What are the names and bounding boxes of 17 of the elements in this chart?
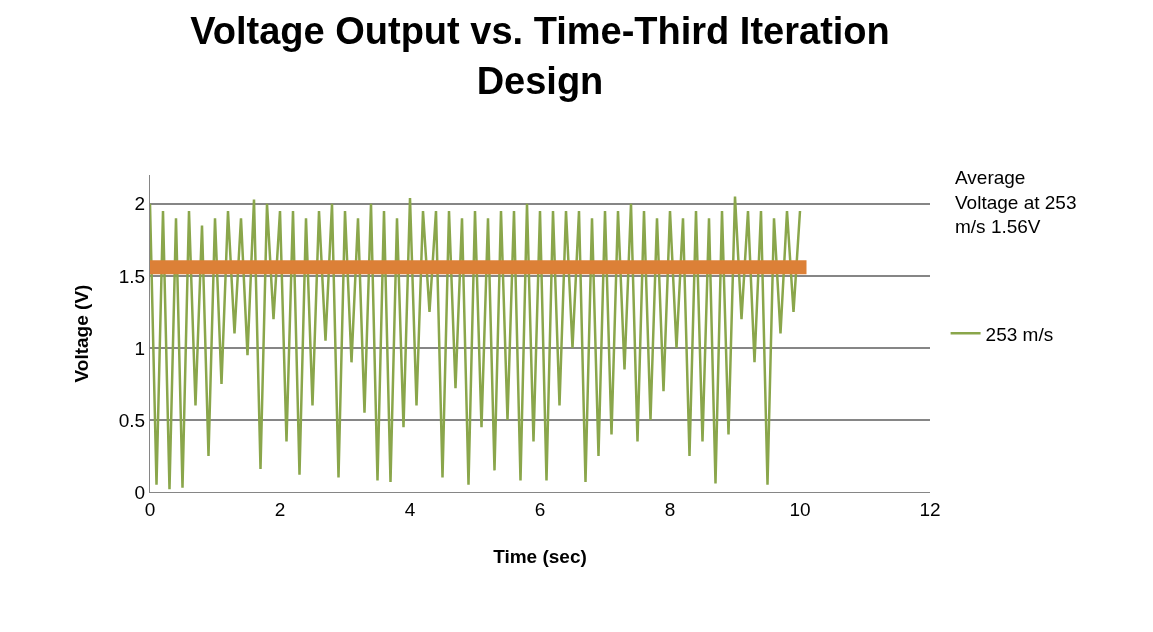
x-tick-label: 12	[919, 498, 941, 520]
chart-title: Voltage Output vs. Time-Third Iteration Design	[190, 10, 890, 102]
y-tick-label: 0.5	[118, 409, 146, 431]
x-axis-title: Time (sec)	[493, 545, 587, 567]
legend-label: 253 m/s	[985, 323, 1054, 345]
x-tick-label: 6	[534, 498, 546, 520]
y-tick-label: 0	[134, 481, 146, 503]
line-series	[150, 195, 802, 491]
y-tick-label: 1.5	[118, 265, 146, 287]
y-tick-label: 1	[134, 337, 146, 359]
y-tick-label: 2	[134, 193, 146, 215]
x-tick-label: 2	[274, 498, 286, 520]
y-axis-title: Voltage (V)	[70, 284, 92, 383]
x-tick-label: 10	[789, 498, 811, 520]
x-tick-label: 8	[664, 498, 676, 520]
text: Average Voltage at 253 m/s 1.56V	[955, 167, 1077, 238]
x-tick-label: 4	[404, 498, 416, 520]
